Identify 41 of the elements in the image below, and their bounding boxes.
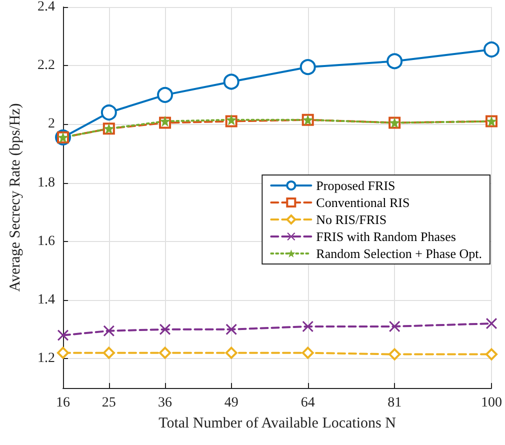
point <box>486 318 497 330</box>
point <box>100 104 117 121</box>
y-tick-label: 2.4 <box>38 0 55 14</box>
x-tick-label: 100 <box>481 396 502 410</box>
point <box>157 86 174 103</box>
point <box>484 42 500 58</box>
legend-label: Proposed FRIS <box>316 178 396 193</box>
x-axis-title: Total Number of Available Locations N <box>158 416 396 432</box>
legend-label: Random Selection + Phase Opt. <box>316 246 482 261</box>
point <box>225 346 238 359</box>
legend-label: Conventional RIS <box>316 195 410 210</box>
y-axis-title: Average Secrecy Rate (bps/Hz) <box>8 103 24 292</box>
x-tick-label: 25 <box>102 396 116 410</box>
point <box>226 324 237 335</box>
legend-label: No RIS/FRIS <box>316 212 387 227</box>
y-tick-label: 1.8 <box>38 175 55 190</box>
x-tick-label: 49 <box>224 396 238 410</box>
point <box>486 348 498 360</box>
legend-label: FRIS with Random Phases <box>316 229 456 244</box>
y-tick-label: 1.2 <box>38 351 55 366</box>
point <box>160 324 171 335</box>
y-tick-label: 1.4 <box>38 292 55 308</box>
x-tick-label: 64 <box>300 396 315 410</box>
point <box>159 346 172 359</box>
x-tick-label: 36 <box>158 396 172 410</box>
point <box>103 325 114 336</box>
y-tick-label: 1.6 <box>38 234 55 249</box>
point <box>389 320 400 332</box>
y-tick-label: 2.2 <box>38 58 55 74</box>
point <box>302 320 314 332</box>
point <box>388 348 401 360</box>
point <box>300 59 316 76</box>
x-tick-label: 81 <box>388 396 402 410</box>
x-tick-label: 16 <box>56 396 70 410</box>
point <box>58 330 68 341</box>
y-tick-label: 2 <box>48 116 55 132</box>
point <box>302 346 314 359</box>
point <box>102 346 115 359</box>
point <box>386 53 403 70</box>
point <box>223 74 240 90</box>
point <box>57 346 69 359</box>
